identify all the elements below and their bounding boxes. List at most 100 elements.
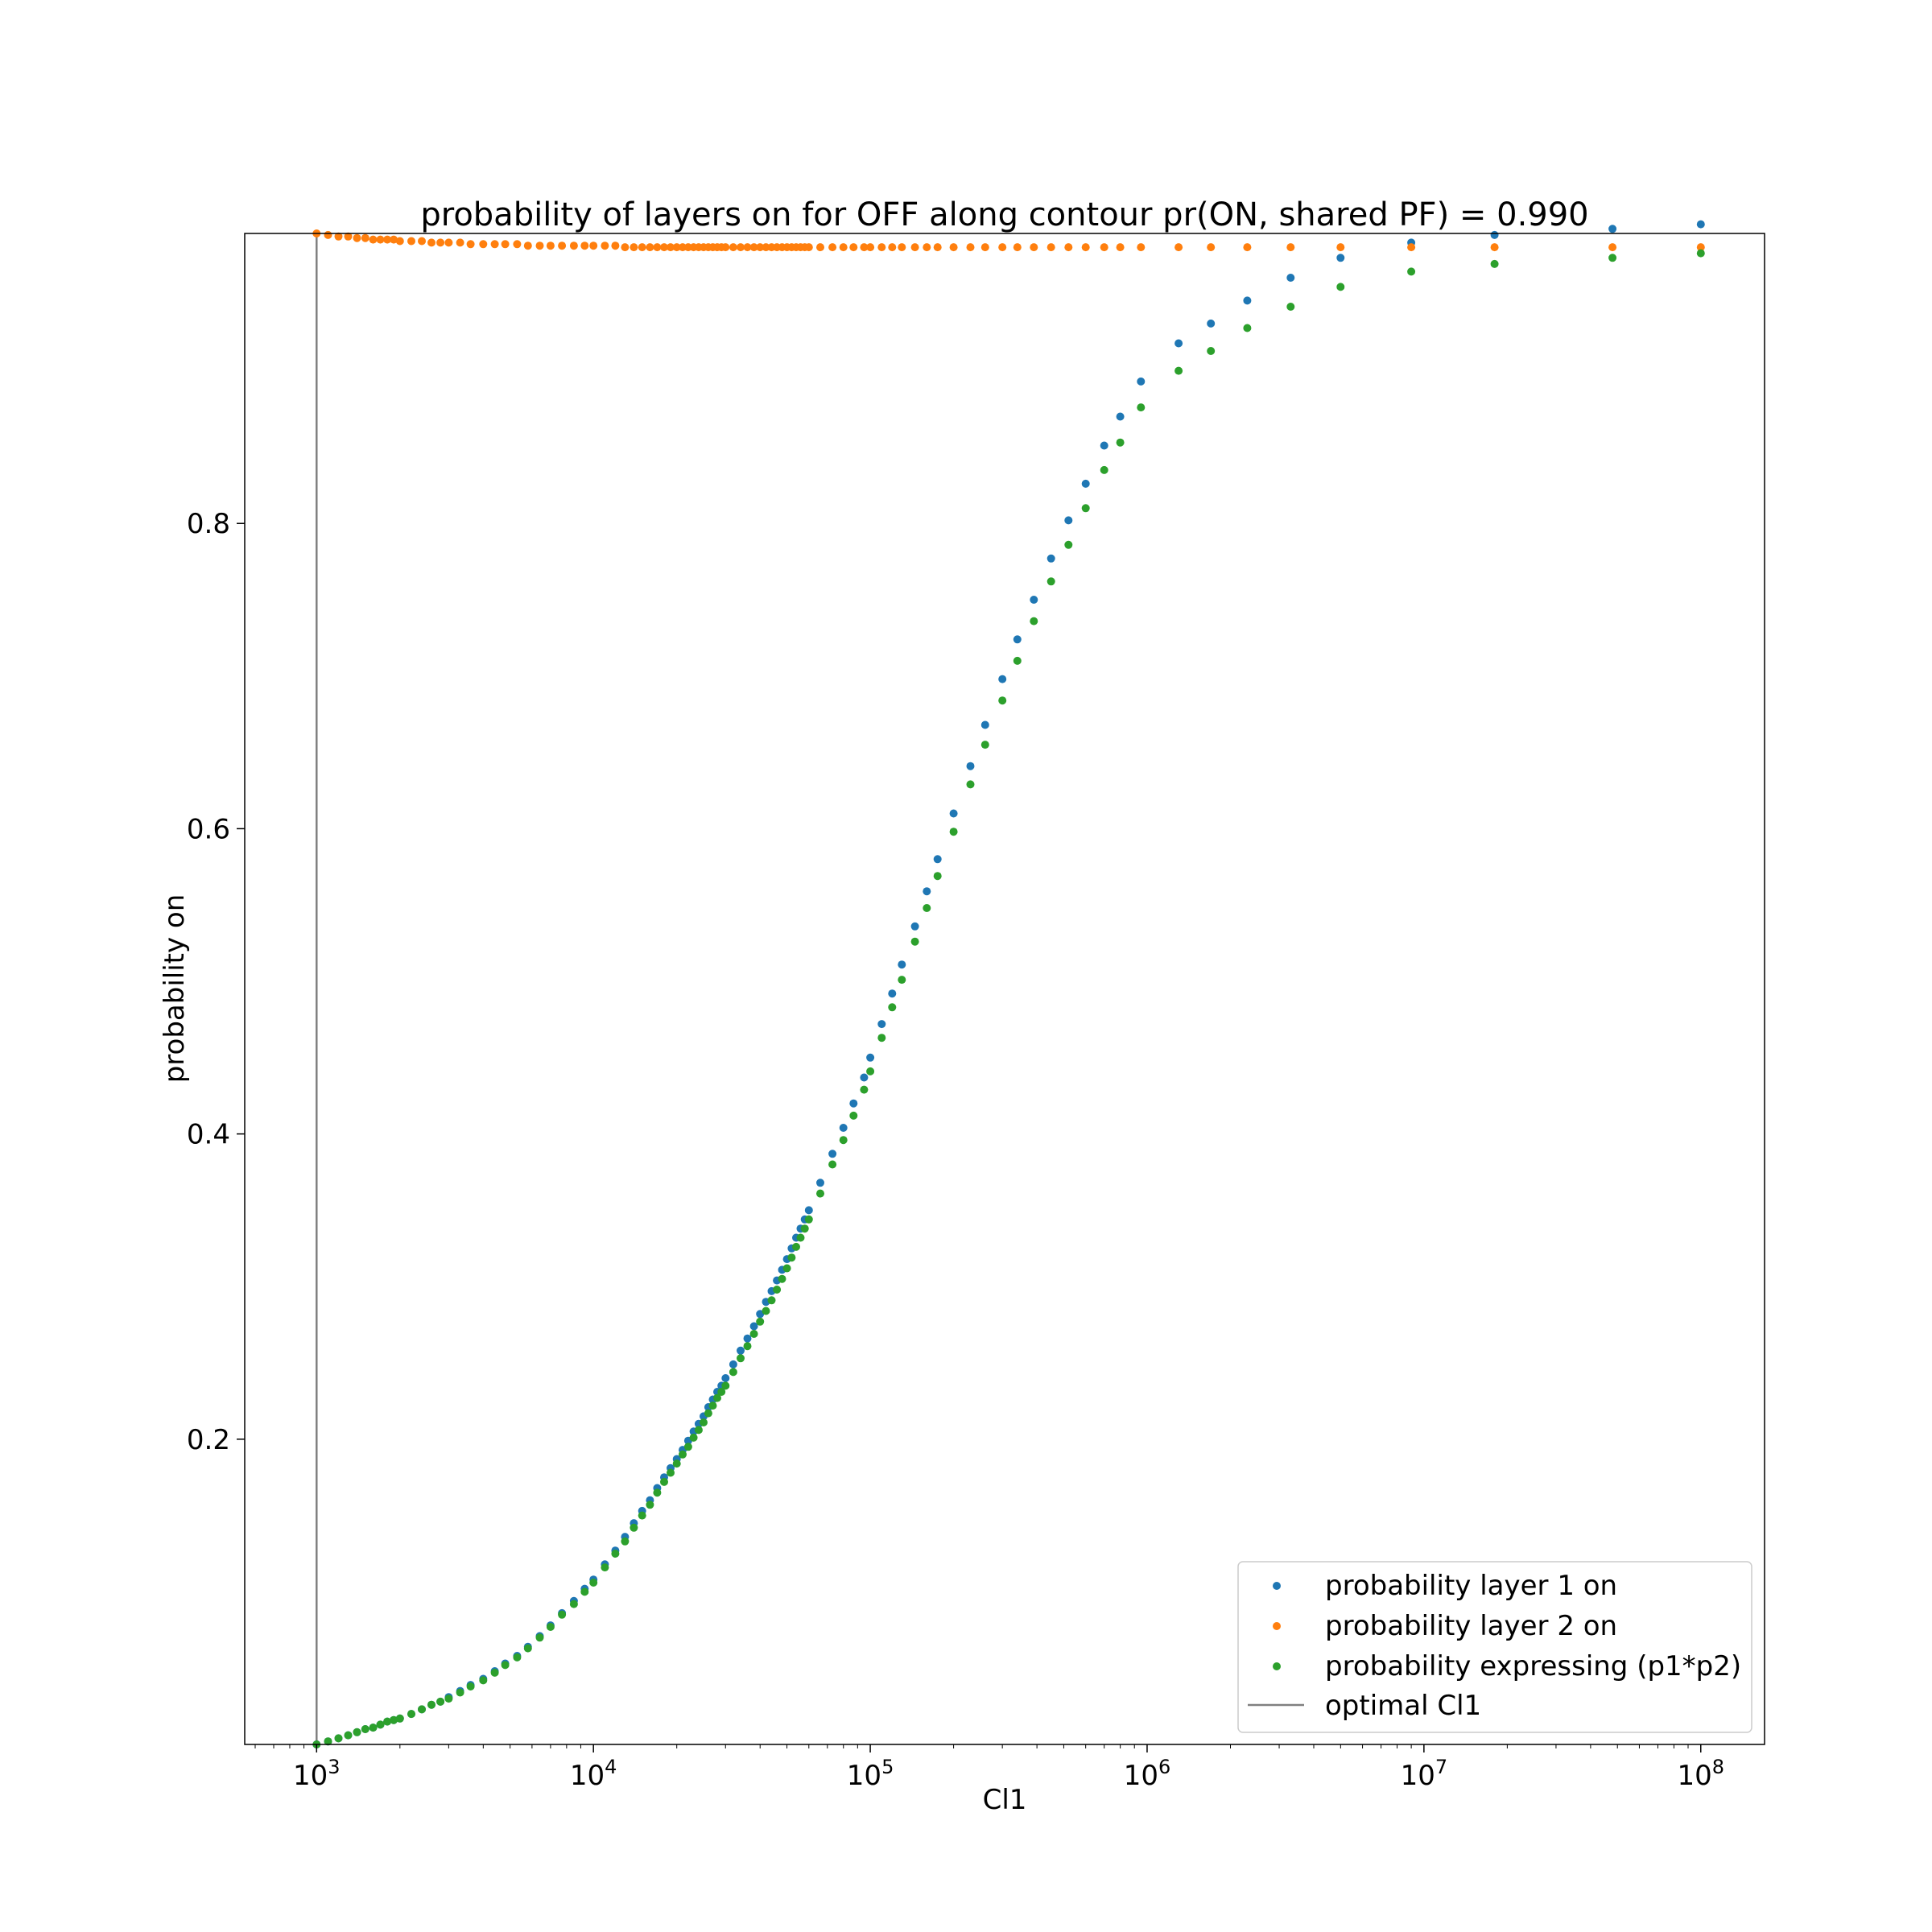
data-point: [353, 1728, 361, 1736]
data-point: [569, 1600, 578, 1608]
data-point: [689, 1433, 698, 1442]
data-point: [1046, 577, 1055, 586]
data-point: [866, 1053, 875, 1062]
data-point: [762, 1307, 770, 1315]
data-point: [877, 1020, 886, 1029]
data-point: [569, 242, 578, 250]
data-point: [1407, 267, 1416, 276]
data-point: [866, 243, 875, 252]
data-point: [1696, 243, 1705, 252]
y-tick-label: 0.6: [187, 813, 230, 845]
data-point: [804, 1215, 813, 1224]
data-point: [1100, 243, 1108, 252]
data-point: [1174, 243, 1183, 252]
data-point: [1243, 243, 1252, 252]
data-point: [621, 1537, 630, 1546]
data-point: [877, 1034, 886, 1042]
data-point: [700, 1418, 708, 1426]
data-point: [888, 1003, 897, 1012]
data-point: [427, 238, 436, 247]
data-point: [1490, 230, 1499, 239]
data-point: [721, 1381, 730, 1390]
data-point: [949, 809, 958, 818]
data-point: [743, 1334, 752, 1343]
data-point: [898, 960, 906, 969]
data-point: [966, 243, 975, 252]
data-point: [546, 1623, 555, 1631]
x-tick-label: 103: [293, 1756, 341, 1792]
data-point: [828, 243, 837, 252]
data-point: [849, 1099, 858, 1108]
x-tick-label: 107: [1401, 1756, 1448, 1792]
data-point: [630, 243, 638, 252]
data-point: [523, 1644, 532, 1653]
data-point: [1030, 243, 1038, 252]
data-point: [1030, 596, 1038, 604]
data-point: [1286, 274, 1295, 282]
data-point: [444, 238, 453, 247]
series-2: [312, 229, 1705, 252]
data-point: [1081, 504, 1090, 513]
data-point: [1608, 225, 1617, 233]
data-point: [630, 1523, 638, 1532]
data-point: [390, 1715, 398, 1724]
data-point: [580, 1587, 589, 1596]
data-point: [334, 1734, 343, 1743]
data-point: [679, 1450, 687, 1459]
data-point: [638, 243, 646, 252]
legend-marker-expressing: [1273, 1662, 1281, 1670]
data-point: [860, 1085, 869, 1094]
legend-marker-layer2: [1273, 1622, 1281, 1630]
data-point: [456, 1688, 464, 1697]
legend-label-optimal-cl1: optimal Cl1: [1325, 1690, 1481, 1722]
data-point: [792, 1242, 800, 1251]
data-point: [535, 242, 544, 250]
data-point: [558, 242, 567, 250]
data-point: [1116, 412, 1125, 421]
x-tick-label: 106: [1124, 1756, 1171, 1792]
data-point: [1243, 296, 1252, 305]
data-point: [418, 237, 426, 246]
data-point: [923, 243, 931, 252]
data-point: [737, 1346, 745, 1355]
data-point: [1336, 243, 1345, 252]
legend-box: [1237, 1561, 1752, 1733]
data-point: [721, 243, 730, 252]
data-point: [708, 1402, 717, 1410]
data-point: [1100, 441, 1108, 450]
data-point: [1286, 303, 1295, 311]
data-point: [804, 243, 813, 252]
data-point: [743, 243, 752, 252]
data-point: [513, 1653, 522, 1662]
data-point: [1046, 243, 1055, 252]
data-point: [324, 230, 332, 239]
data-point: [638, 1511, 646, 1520]
data-point: [660, 243, 668, 252]
data-point: [683, 1443, 692, 1451]
data-point: [1608, 254, 1617, 262]
data-point: [558, 1610, 567, 1619]
data-point: [324, 1737, 332, 1746]
y-axis-label: probability on: [159, 894, 191, 1084]
data-point: [717, 1388, 726, 1396]
data-point: [546, 242, 555, 250]
data-point: [866, 1067, 875, 1075]
legend-label-expressing: probability expressing (p1*p2): [1325, 1650, 1741, 1682]
data-point: [787, 1253, 796, 1262]
data-point: [1696, 220, 1705, 229]
data-point: [344, 1731, 353, 1740]
data-point: [1046, 554, 1055, 563]
data-point: [980, 741, 989, 749]
data-point: [816, 1179, 824, 1187]
data-point: [949, 243, 958, 252]
data-point: [369, 235, 378, 244]
x-tick-label: 105: [847, 1756, 894, 1792]
data-point: [773, 1286, 782, 1294]
data-point: [1174, 339, 1183, 348]
data-point: [390, 235, 398, 244]
data-point: [1490, 259, 1499, 268]
data-point: [361, 1725, 369, 1733]
data-point: [966, 780, 975, 789]
data-point: [737, 243, 745, 252]
data-point: [1137, 243, 1146, 252]
